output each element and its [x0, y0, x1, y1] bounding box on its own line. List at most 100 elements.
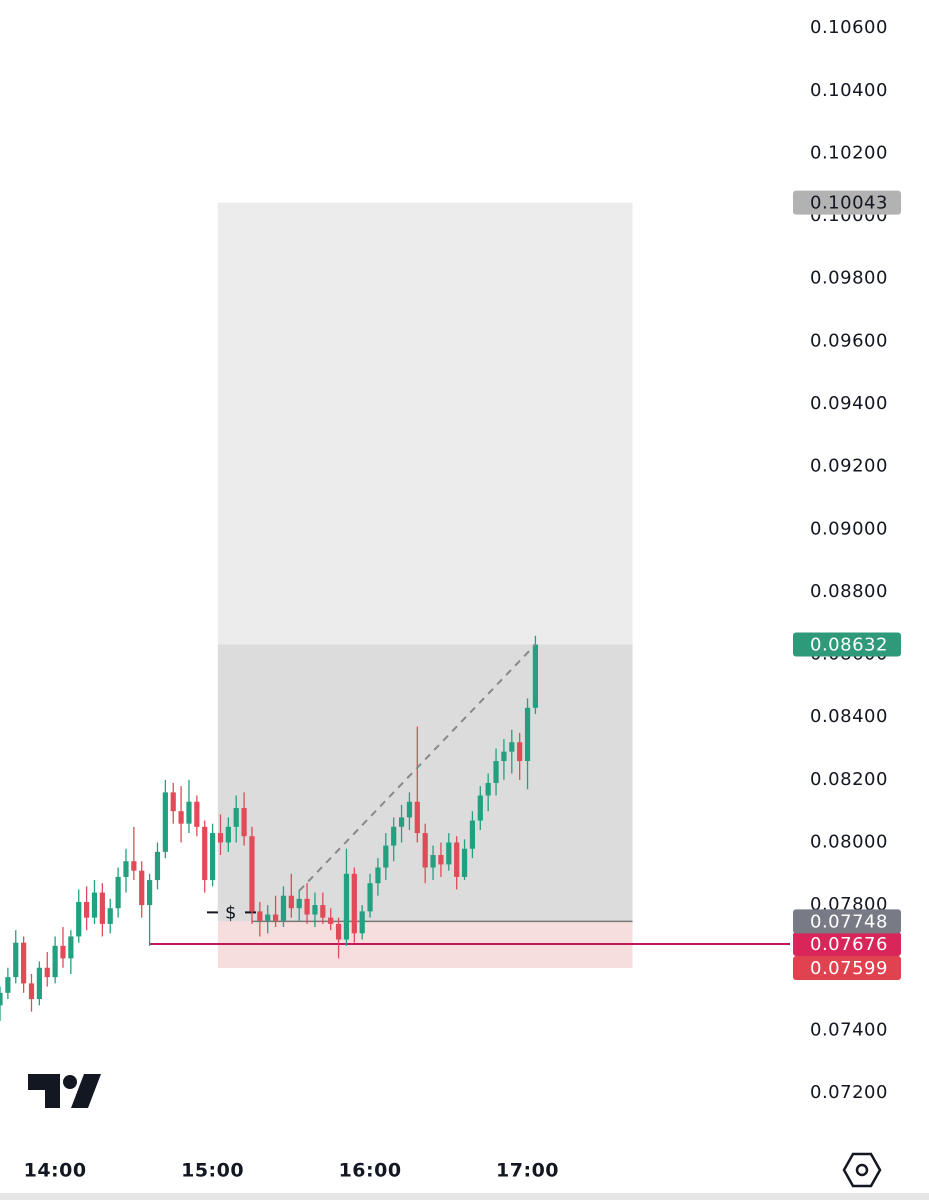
y-tick-label: 0.07400 [810, 1019, 888, 1040]
candle-body [446, 842, 452, 865]
candle-body [257, 911, 263, 921]
price-badge-label: 0.07748 [810, 911, 888, 932]
candle-body [438, 855, 444, 865]
x-tick-label: 15:00 [181, 1160, 244, 1182]
candle-body [461, 848, 468, 877]
candle-body [162, 792, 168, 852]
candle-body [469, 820, 476, 849]
candle-body [312, 905, 318, 915]
bottom-bar [0, 1193, 929, 1200]
candle-body [304, 898, 310, 915]
candle-body [328, 917, 334, 924]
candle-body [272, 914, 279, 921]
candle-body [115, 876, 121, 909]
y-tick-label: 0.09400 [810, 393, 888, 414]
candle-body [154, 851, 161, 881]
y-tick-label: 0.08400 [810, 706, 888, 727]
candle-body [99, 892, 105, 924]
candle-body [0, 992, 3, 1006]
candle-body [60, 945, 66, 959]
candle-body [147, 880, 153, 906]
candle-body [76, 901, 82, 937]
candle-body [131, 861, 137, 871]
candle-body [422, 833, 428, 868]
candle-body [367, 883, 373, 912]
price-badge-label: 0.08632 [810, 635, 888, 656]
candle-body [414, 801, 420, 834]
candle-body [5, 977, 11, 993]
x-tick-label: 17:00 [496, 1160, 559, 1182]
x-tick-label: 14:00 [24, 1160, 87, 1182]
candle-body [84, 901, 90, 918]
candle-body [13, 942, 19, 978]
candle-body [288, 895, 294, 909]
logo [28, 1074, 101, 1108]
projection-line [298, 643, 537, 892]
price-badge [793, 931, 901, 956]
candle-body [107, 908, 113, 924]
candle-body [225, 826, 231, 843]
y-tick-label: 0.10400 [810, 80, 888, 101]
candle-body [217, 833, 224, 843]
candle-body [375, 867, 381, 884]
y-tick-label: 0.09600 [810, 330, 888, 351]
y-tick-label: 0.09000 [810, 518, 888, 539]
candle-body [249, 836, 255, 912]
y-tick-label: 0.08800 [810, 581, 888, 602]
candle-body [139, 870, 145, 906]
candle-body [509, 742, 515, 752]
candle-body [383, 845, 389, 868]
price-badge-label: 0.07676 [810, 934, 888, 955]
candle-body [320, 905, 326, 918]
y-tick-label: 0.09200 [810, 456, 888, 477]
settings-icon[interactable] [842, 1152, 882, 1188]
price-badge [793, 956, 901, 981]
annotation: $ [225, 902, 237, 923]
y-tick-label: 0.09800 [810, 268, 888, 289]
y-tick-label: 0.10200 [810, 142, 888, 163]
candle-body [178, 811, 184, 824]
price-badge-label: 0.07599 [810, 958, 888, 979]
candle-body [406, 801, 413, 818]
candle-body [123, 861, 129, 877]
price-badge [793, 909, 901, 934]
candle-body [335, 923, 342, 940]
y-tick-label: 0.10600 [810, 17, 888, 38]
candle-body [265, 914, 271, 921]
candle-body [454, 842, 460, 877]
candle-body [21, 942, 27, 984]
plot-area: $0.072000.074000.076000.078000.080000.08… [0, 17, 901, 1182]
candle-body [532, 644, 539, 708]
candle-body [186, 801, 192, 824]
candle-body [501, 751, 507, 762]
price-badge [793, 632, 901, 657]
candle-body [36, 967, 42, 1000]
candle-body [296, 898, 302, 909]
candle-body [52, 945, 58, 978]
candle-body [280, 895, 287, 921]
x-tick-label: 16:00 [339, 1160, 402, 1182]
candle-body [28, 983, 35, 1000]
candle-body [233, 808, 239, 827]
candle-body [485, 782, 491, 796]
candle-body [517, 742, 523, 762]
candle-body [170, 792, 176, 812]
candle-body [524, 707, 531, 762]
candle-body [91, 892, 98, 918]
candle-body [430, 855, 436, 868]
candle-body [391, 826, 397, 846]
candle-body [351, 873, 357, 934]
price-badge-label: 0.10043 [810, 193, 888, 214]
candle-body [194, 801, 200, 827]
candle-body [359, 911, 365, 934]
candle-body [241, 808, 247, 837]
candle-body [477, 795, 483, 821]
y-tick-label: 0.08200 [810, 769, 888, 790]
candle-body [343, 873, 350, 940]
candle-body [209, 833, 216, 881]
candle-body [68, 936, 74, 959]
candle-body [493, 761, 499, 783]
price-badge [793, 190, 901, 215]
y-tick-label: 0.08000 [810, 831, 888, 852]
